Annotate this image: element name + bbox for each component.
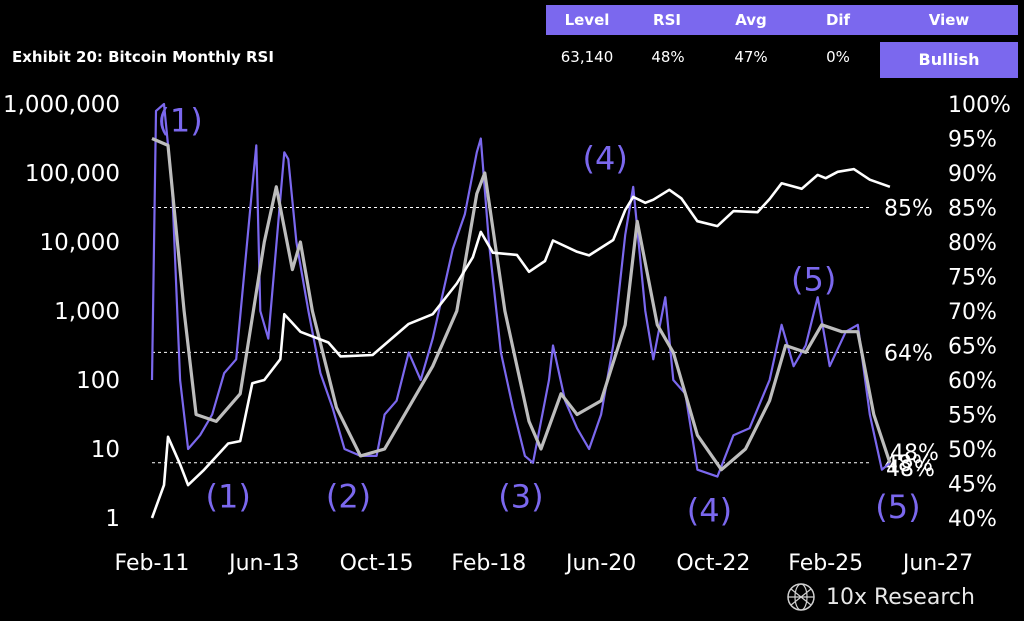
value-rsi: 48%	[651, 48, 685, 66]
header-dif: Dif	[796, 5, 880, 35]
y-left-tick-label: 1,000	[54, 299, 120, 325]
header-avg: Avg	[706, 5, 796, 35]
x-tick-label: Oct-22	[676, 551, 750, 576]
avg-end-label: 48%	[886, 457, 935, 482]
y-right-tick-label: 45%	[948, 473, 997, 498]
cycle-annotation: (1)	[206, 478, 251, 516]
y-left-tick-label: 1,000,000	[3, 92, 120, 118]
cycle-annotation: (5)	[791, 260, 836, 298]
y-right-tick-label: 60%	[948, 369, 997, 394]
cycle-annotation: (5)	[875, 488, 920, 526]
reference-line-label: 48%	[884, 452, 933, 477]
header-level: Level	[546, 5, 628, 35]
value-level: 63,140	[560, 48, 614, 66]
header-view: View	[880, 5, 1018, 35]
y-right-tick-label: 90%	[948, 162, 997, 187]
brand-logo: 10x Research	[786, 582, 975, 612]
cycle-annotation: (3)	[498, 478, 543, 516]
value-dif: 0%	[826, 48, 850, 66]
brand-name: 10x Research	[826, 584, 975, 610]
series-rsi-line	[150, 102, 891, 478]
x-tick-label: Jun-20	[564, 551, 636, 576]
y-right-tick-label: 80%	[948, 231, 997, 256]
cycle-annotation: (1)	[157, 102, 202, 140]
y-left-tick-label: 10,000	[40, 230, 120, 256]
globe-icon	[787, 583, 815, 611]
x-tick-label: Feb-18	[451, 551, 526, 576]
y-right-tick-label: 55%	[948, 404, 997, 429]
view-badge: Bullish	[880, 42, 1018, 78]
y-right-tick-label: 100%	[948, 93, 1011, 118]
y-right-tick-label: 95%	[948, 128, 997, 153]
x-tick-label: Feb-11	[115, 551, 190, 576]
cycle-annotation: (2)	[326, 478, 371, 516]
reference-line-label: 85%	[884, 197, 933, 222]
y-right-tick-label: 85%	[948, 197, 997, 222]
cycle-annotation: (4)	[687, 491, 732, 529]
header-rsi: RSI	[628, 5, 706, 35]
series-avg-line	[151, 137, 892, 472]
y-right-tick-label: 70%	[948, 300, 997, 325]
y-left-tick-label: 100,000	[25, 161, 120, 187]
value-avg: 47%	[734, 48, 768, 66]
x-tick-label: Jun-27	[901, 551, 973, 576]
reference-line-label: 64%	[884, 341, 933, 366]
x-tick-label: Jun-13	[227, 551, 299, 576]
y-right-tick-label: 65%	[948, 335, 997, 360]
cycle-annotation: (4)	[582, 140, 627, 178]
x-tick-label: Feb-25	[788, 551, 863, 576]
y-right-tick-label: 50%	[948, 438, 997, 463]
y-right-tick-label: 75%	[948, 266, 997, 291]
y-right-tick-label: 40%	[948, 507, 997, 532]
y-left-tick-label: 1	[105, 506, 120, 532]
x-tick-label: Oct-15	[340, 551, 414, 576]
page-title: Exhibit 20: Bitcoin Monthly RSI	[12, 48, 274, 66]
y-left-tick-label: 100	[76, 368, 120, 394]
rsi-end-label: 48%	[890, 441, 939, 466]
y-left-tick-label: 10	[91, 437, 120, 463]
series-price-line	[150, 167, 891, 519]
